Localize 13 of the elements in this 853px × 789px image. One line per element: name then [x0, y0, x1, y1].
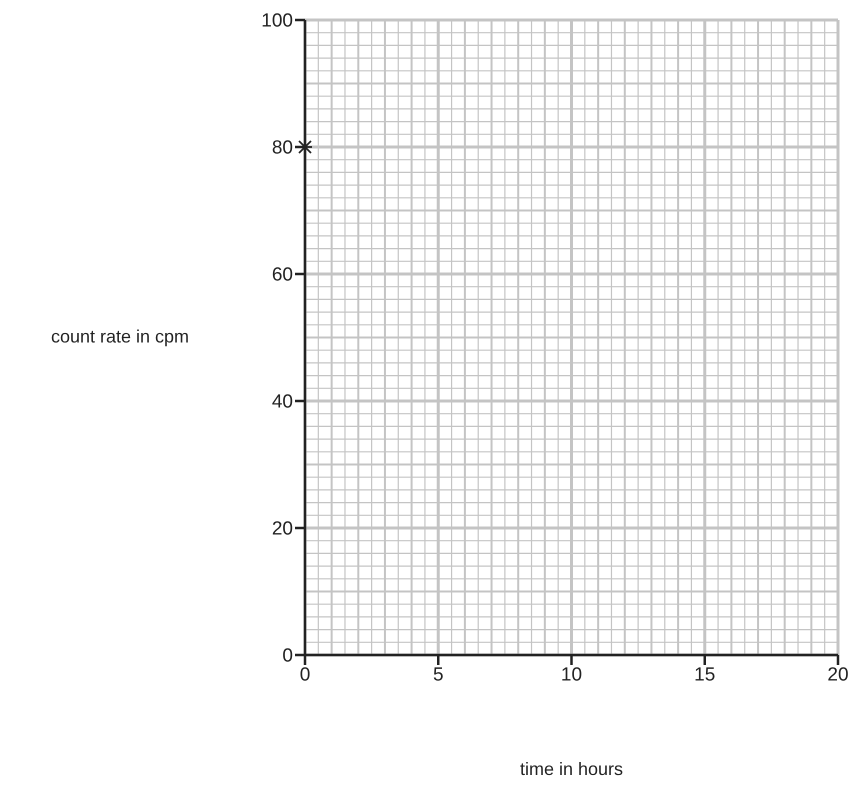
y-tick-label: 20	[272, 518, 293, 540]
x-tick-label: 0	[300, 664, 310, 686]
y-tick-label: 60	[272, 264, 293, 286]
x-tick-label: 5	[432, 664, 444, 686]
y-tick-label: 0	[282, 646, 293, 667]
y-axis-title: count rate in cpm	[50, 326, 190, 346]
y-tick-label: 100	[261, 10, 293, 32]
x-tick-label: 15	[694, 664, 716, 686]
y-tick-label: 80	[272, 138, 293, 159]
x-tick-label: 10	[560, 664, 582, 686]
y-tick-label: 40	[272, 392, 293, 413]
x-axis-title: time in hours	[520, 759, 624, 779]
x-tick-label: 20	[827, 664, 849, 686]
